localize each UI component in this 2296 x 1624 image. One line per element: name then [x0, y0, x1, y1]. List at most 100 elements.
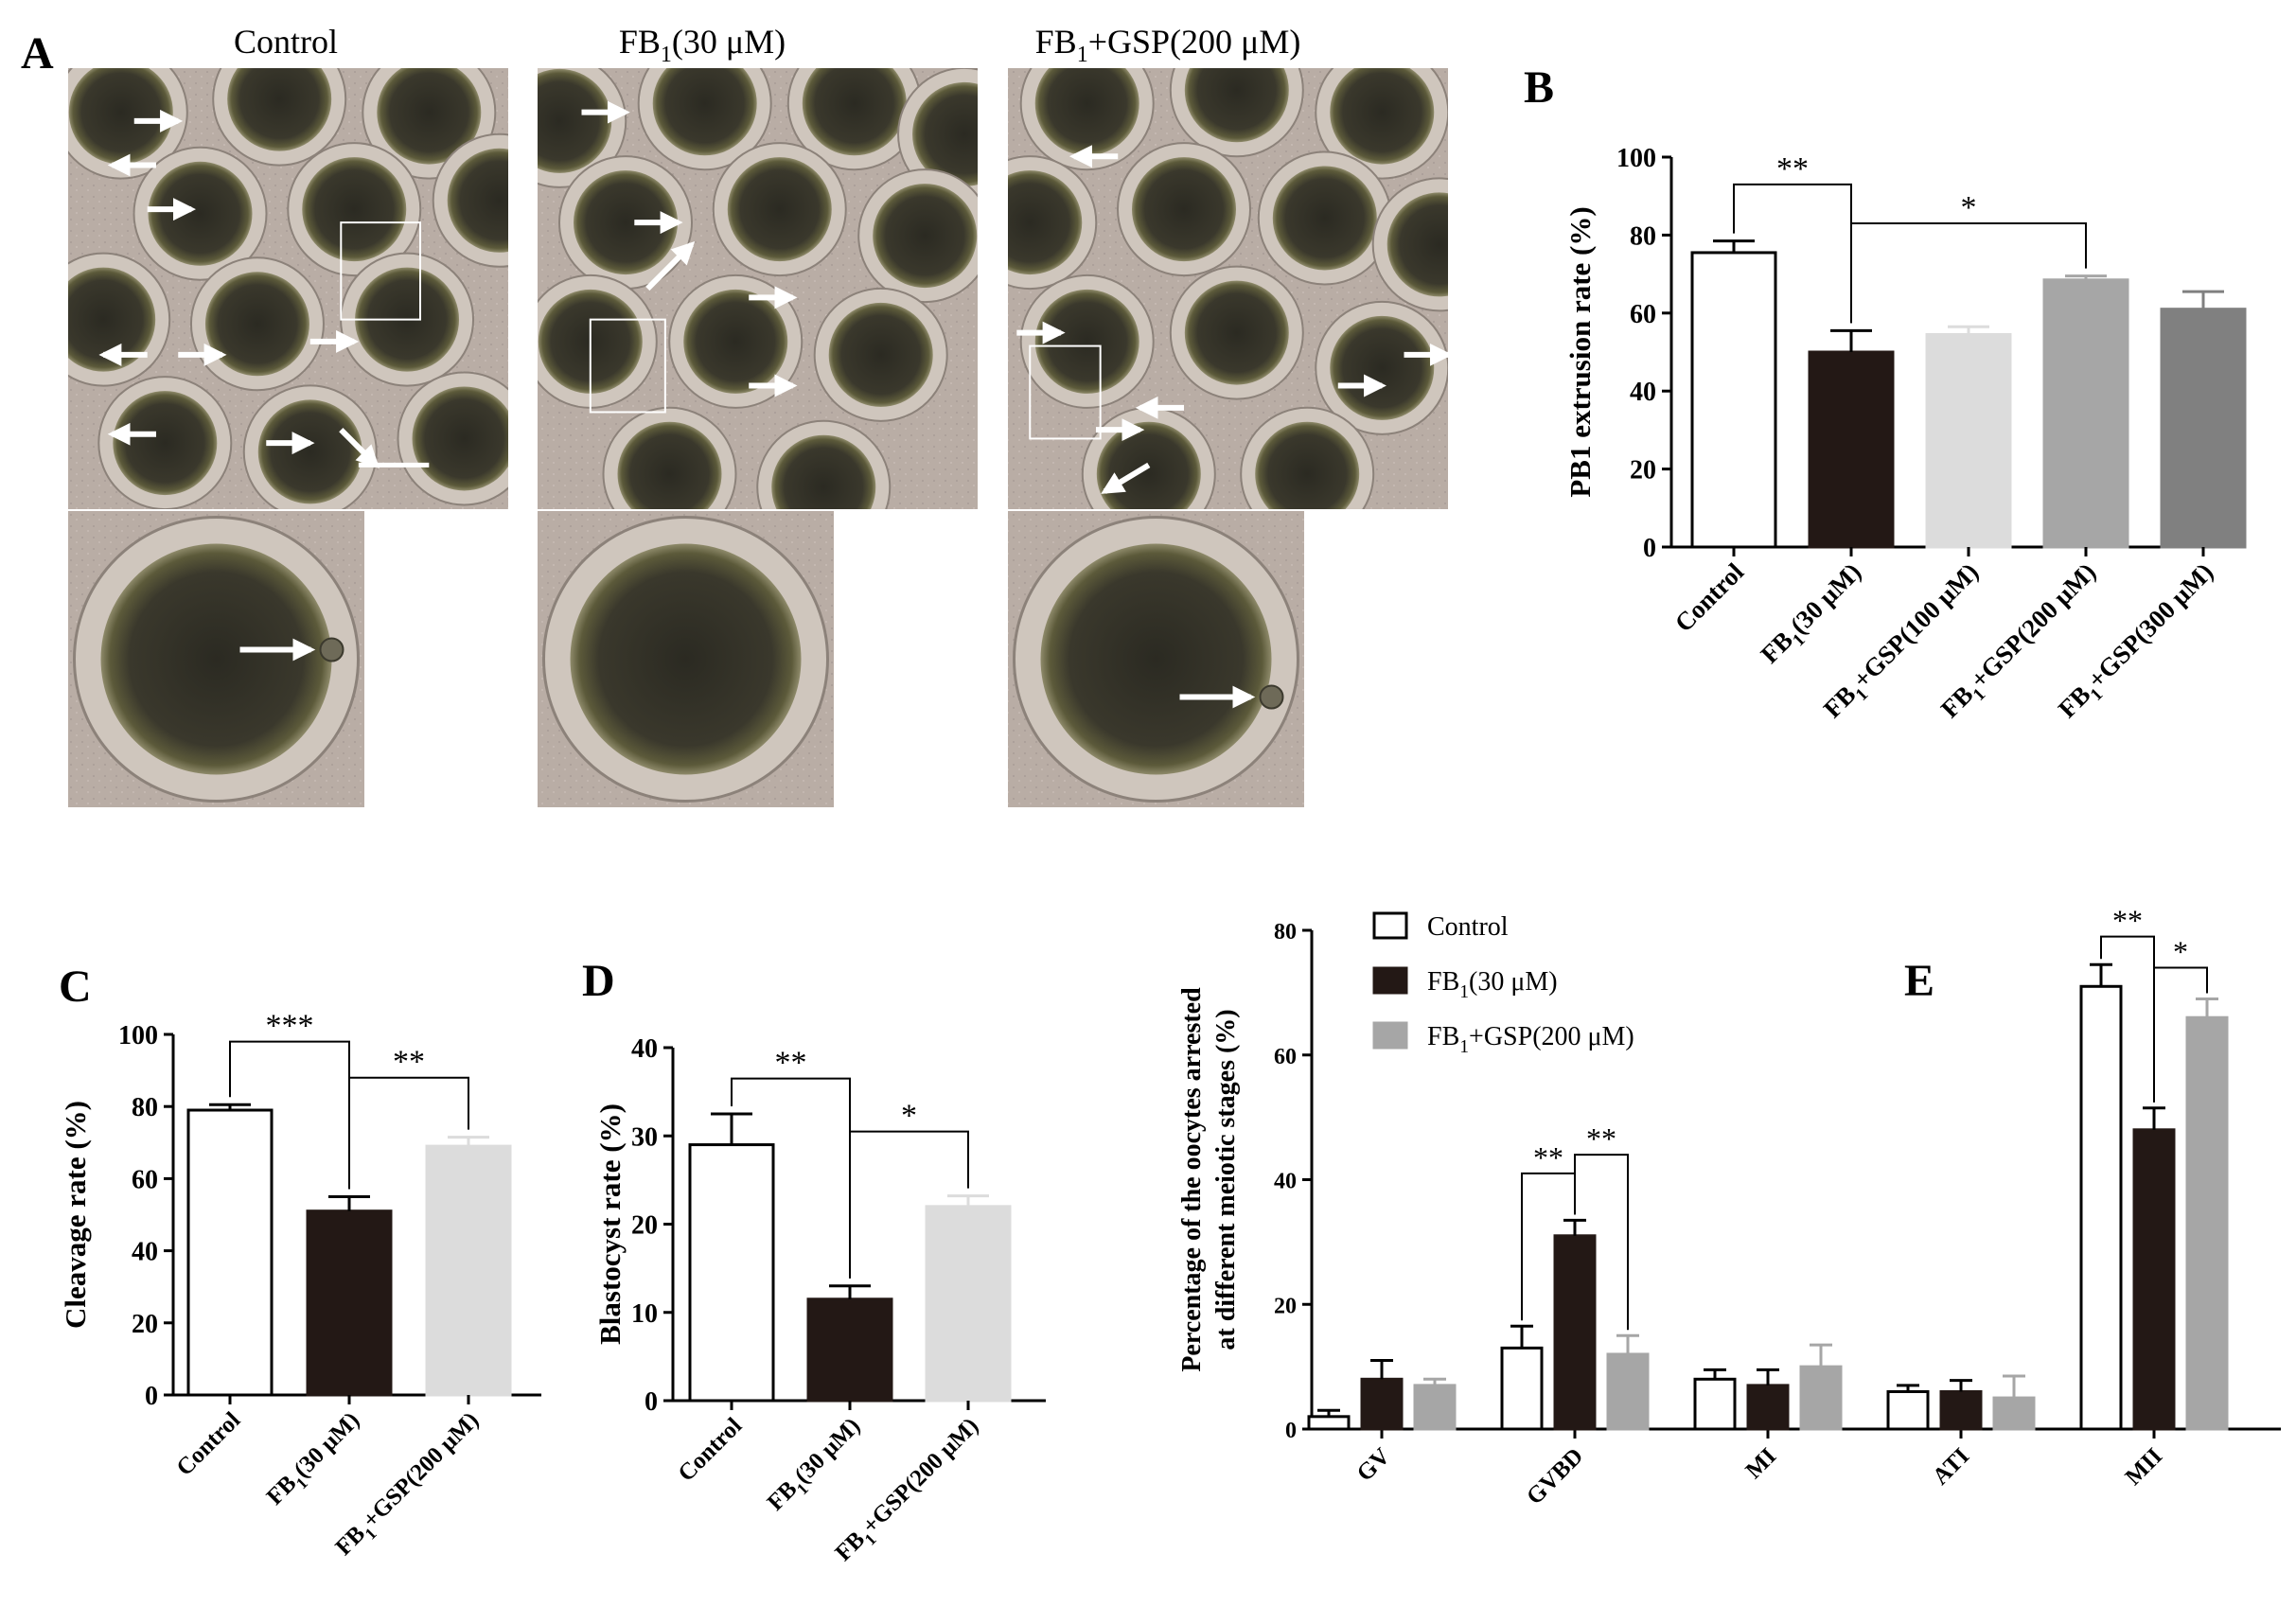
- oocyte: [100, 543, 332, 775]
- oocyte: [652, 68, 757, 156]
- zoom-box: [589, 318, 666, 414]
- bar-4: [2160, 308, 2247, 549]
- zoom-box: [340, 221, 421, 321]
- micrograph-top-2: [1008, 68, 1448, 509]
- oocyte: [447, 148, 508, 253]
- oocyte: [1132, 157, 1236, 262]
- oocyte: [683, 289, 788, 394]
- y-tick-label: 0: [1285, 1419, 1297, 1443]
- oocyte: [771, 434, 876, 509]
- y-tick-label: 100: [118, 1021, 158, 1050]
- significance-label-1: *: [1961, 190, 1977, 225]
- bar-MII-series-1: [2132, 1128, 2176, 1431]
- y-tick-label: 40: [1630, 378, 1656, 407]
- significance-label-1: **: [393, 1045, 425, 1080]
- oocyte: [227, 68, 332, 151]
- bar-0: [186, 1108, 274, 1397]
- oocyte: [570, 543, 802, 775]
- micrograph-top-1: [538, 68, 978, 509]
- oocyte: [113, 391, 218, 496]
- zoom-box: [1029, 344, 1102, 440]
- legend-swatch-2: [1372, 1021, 1408, 1050]
- bar-MII-series-0: [2079, 984, 2123, 1431]
- pb1-arrow: [645, 241, 696, 291]
- pb1-arrow: [339, 428, 380, 468]
- oocyte: [1330, 68, 1435, 165]
- significance-bracket-1: [1574, 1154, 1629, 1331]
- y-tick-label: 60: [1630, 300, 1656, 329]
- bar-GV-series-1: [1360, 1377, 1404, 1431]
- significance-label-0: **: [1533, 1140, 1563, 1174]
- oocyte: [302, 157, 407, 262]
- significance-bracket-1: [1850, 222, 2087, 324]
- oocyte: [1096, 421, 1201, 509]
- bar-2: [925, 1205, 1012, 1403]
- oocyte: [1272, 166, 1377, 271]
- y-tick-label: 80: [1630, 221, 1656, 251]
- x-tick-label-1: FB1(30 μM): [262, 1407, 369, 1514]
- oocyte: [204, 272, 309, 377]
- y-axis-label: Blastocyst rate (%): [593, 1103, 627, 1345]
- bar-MI-series-2: [1799, 1365, 1843, 1431]
- bar-ATI-series-1: [1939, 1389, 1983, 1431]
- significance-label-3: *: [2173, 935, 2188, 969]
- bar-2: [1925, 332, 2012, 549]
- oocyte: [1034, 68, 1139, 156]
- y-tick-label: 0: [645, 1387, 658, 1417]
- y-tick-label: 20: [132, 1310, 158, 1339]
- micrograph-titles: Control FB1(30 μM) FB1+GSP(200 μM): [234, 23, 1300, 67]
- legend-label-1: FB1(30 μM): [1427, 967, 1558, 1002]
- oocyte: [873, 184, 978, 289]
- x-tick-label-4: MII: [2121, 1443, 2168, 1491]
- chart-c-cleavage: 0 20 40 60 80 100 Cleavage rate (%) ControlFB1(…: [59, 1009, 541, 1561]
- panel-letter-e: E: [1904, 956, 1934, 1006]
- oocyte: [1008, 170, 1083, 275]
- y-tick-label: 20: [1274, 1294, 1297, 1318]
- x-tick-label-3: ATI: [1928, 1443, 1974, 1490]
- y-tick-label: 40: [132, 1238, 158, 1267]
- x-tick-label-1: FB1(30 μM): [763, 1413, 870, 1520]
- significance-bracket-3: [2153, 966, 2208, 1103]
- oocyte: [1184, 280, 1289, 385]
- oocyte: [912, 81, 978, 186]
- y-axis-label-line-1: at different meiotic stages (%): [1211, 1009, 1241, 1350]
- significance-label-2: **: [2112, 904, 2143, 938]
- x-tick-label-0: GV: [1352, 1443, 1396, 1487]
- micrograph-panels: [68, 68, 1448, 807]
- oocyte: [574, 170, 678, 275]
- bar-0: [688, 1143, 775, 1403]
- bar-GV-series-2: [1413, 1384, 1457, 1431]
- legend-label-2: FB1+GSP(200 μM): [1427, 1022, 1634, 1057]
- bar-3: [2042, 278, 2129, 549]
- y-tick-label: 80: [1274, 920, 1297, 944]
- oocyte: [257, 399, 362, 504]
- micrograph-zoom-1: [538, 511, 834, 807]
- bar-GV-series-0: [1307, 1415, 1351, 1431]
- oocyte: [68, 68, 173, 165]
- bar-MI-series-1: [1746, 1384, 1790, 1431]
- chart-e-meiotic-stages: 0 20 40 60 80 Percentage of the oocytes arres…: [1177, 904, 2281, 1509]
- bar-1: [306, 1209, 393, 1397]
- legend-label-0: Control: [1427, 912, 1509, 942]
- oocyte: [617, 421, 722, 509]
- bar-0: [1690, 251, 1777, 549]
- x-tick-label-1: GVBD: [1522, 1443, 1588, 1509]
- y-tick-label: 0: [145, 1382, 158, 1411]
- significance-label-1: **: [1586, 1121, 1616, 1156]
- y-tick-label: 10: [631, 1299, 658, 1329]
- x-tick-label-0: Control: [1669, 557, 1750, 638]
- micrograph-zoom-2: [1008, 511, 1304, 807]
- significance-label-0: **: [1776, 151, 1809, 186]
- y-tick-label: 30: [631, 1122, 658, 1152]
- oocyte: [828, 302, 933, 407]
- bar-MI-series-0: [1693, 1377, 1737, 1431]
- panel-letter-d: D: [582, 956, 615, 1006]
- y-tick-label: 80: [132, 1093, 158, 1122]
- micrograph-title-fb1-gsp: FB1+GSP(200 μM): [1035, 23, 1301, 67]
- y-axis-label: PB1 extrusion rate (%): [1563, 206, 1597, 497]
- y-axis-label: Cleavage rate (%): [59, 1101, 92, 1329]
- legend-swatch-1: [1372, 966, 1408, 995]
- bar-1: [1808, 350, 1895, 549]
- x-tick-label-0: Control: [674, 1413, 748, 1487]
